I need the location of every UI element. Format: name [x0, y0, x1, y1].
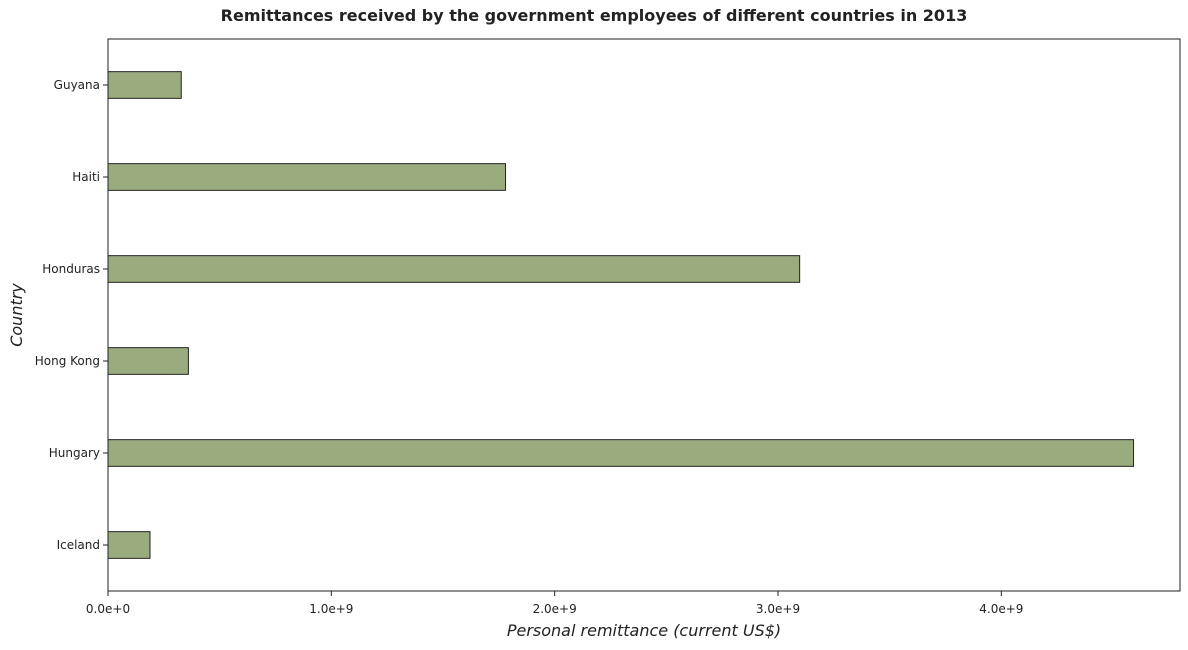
bar-honduras: [107, 255, 801, 283]
y-tick-label: Iceland: [57, 538, 100, 552]
y-tick-label: Hungary: [49, 446, 100, 460]
x-axis-label: Personal remittance (current US$): [507, 621, 781, 640]
y-tick-label: Honduras: [42, 262, 100, 276]
x-tick-label: 1.0e+9: [309, 602, 353, 616]
chart-title: Remittances received by the government e…: [220, 6, 968, 25]
bar-hungary: [107, 439, 1135, 467]
bar-guyana: [107, 71, 182, 99]
x-tick-label: 0.0e+0: [86, 602, 130, 616]
bar-iceland: [107, 531, 151, 559]
axes-frame: [107, 38, 1181, 592]
x-tick-label: 2.0e+9: [533, 602, 577, 616]
x-tick-label: 4.0e+9: [979, 602, 1023, 616]
y-tick-label: Haiti: [72, 170, 100, 184]
x-tick-label: 3.0e+9: [756, 602, 800, 616]
bar-hong-kong: [107, 347, 189, 375]
y-tick-label: Guyana: [54, 78, 100, 92]
bar-haiti: [107, 163, 507, 191]
y-axis-label: Country: [7, 283, 26, 347]
y-tick-label: Hong Kong: [35, 354, 100, 368]
